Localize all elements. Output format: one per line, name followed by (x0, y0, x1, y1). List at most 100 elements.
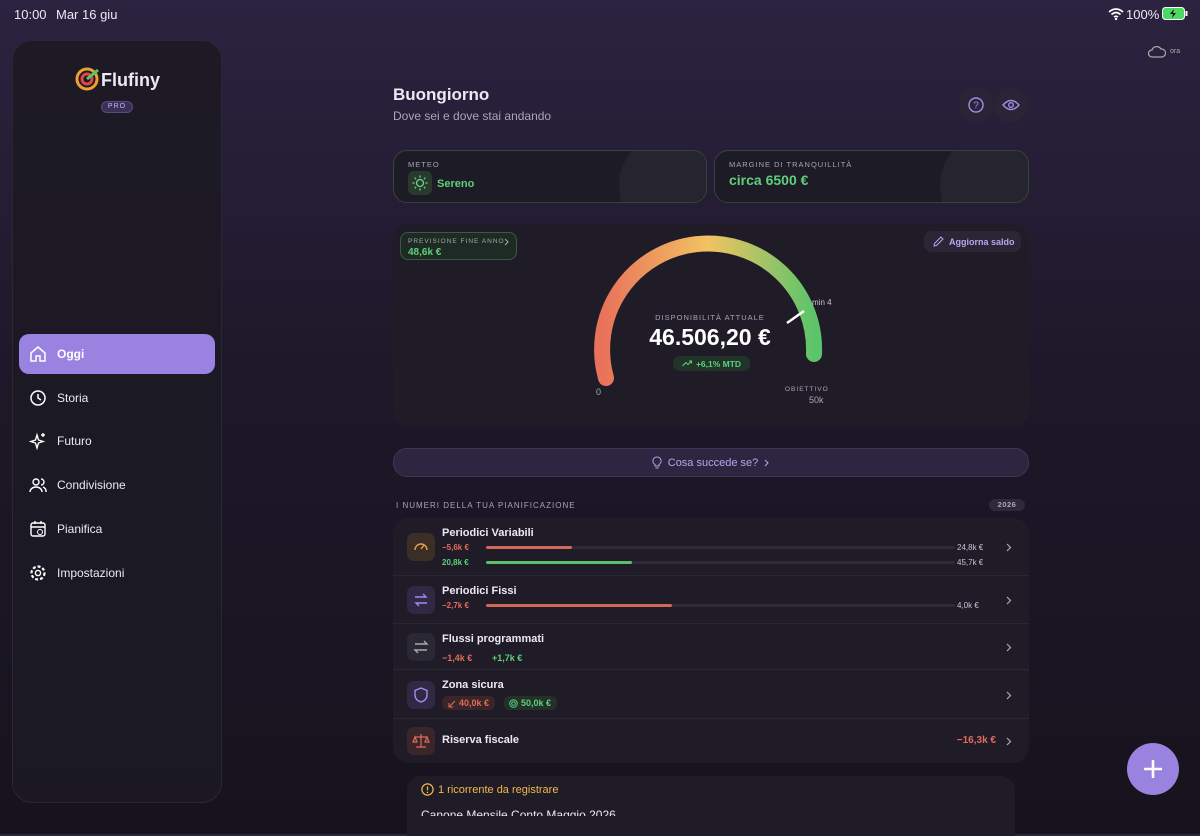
nav-item[interactable]: Oggi (19, 334, 215, 374)
min-marker (786, 309, 805, 325)
min-marker-label: min 4 (812, 298, 832, 307)
status-time: 10:00 (14, 7, 47, 22)
chip-value: 40,0k € (459, 698, 490, 708)
bar-amount: −5,6k € (442, 543, 469, 552)
plan-list: Periodici Variabili −5,6k € 24,8k € 20,8k €… (393, 518, 1029, 763)
chevron (1006, 691, 1012, 699)
chevron (1006, 737, 1012, 746)
status-date: Mar 16 giu (56, 7, 118, 22)
chevron (1006, 596, 1012, 605)
card-value: Sereno (437, 178, 475, 190)
bar-fill (486, 546, 572, 549)
reminder-item: Canone Mensile Conto Maggio 2026 (421, 808, 616, 816)
gauge-label: DISPONIBILITÀ ATTUALE (655, 313, 765, 322)
nav-label: Storia (57, 390, 89, 405)
what-if-button[interactable]: Cosa succede se? (393, 448, 1029, 477)
row-title: Zona sicura (442, 679, 504, 691)
scale-max: 50k (809, 395, 824, 405)
bar-amount: 20,8k € (442, 558, 469, 567)
forecast-label: PREVISIONE FINE ANNO (408, 238, 505, 245)
gauge-arc (594, 235, 823, 386)
row-icon (407, 727, 435, 755)
section-title: I NUMERI DELLA TUA PIANIFICAZIONE (396, 501, 576, 510)
forecast-chip[interactable]: PREVISIONE FINE ANNO 48,6k € (400, 232, 517, 260)
gauge (594, 235, 823, 386)
bar-total: 24,8k € (957, 543, 984, 552)
brand-name: Flufiny (101, 70, 160, 90)
forecast-value: 48,6k € (408, 247, 442, 258)
safe-zone-chip: 40,0k € (442, 696, 496, 710)
row-icon (407, 680, 435, 709)
safe-zone-chip: 50,0k € (504, 696, 558, 710)
sidebar (12, 40, 222, 803)
nav-label: Impostazioni (57, 565, 125, 580)
bar-total: 45,7k € (957, 558, 984, 567)
nav-item[interactable]: Condivisione (19, 465, 215, 505)
plan-row[interactable]: Riserva fiscale −16,3k € (393, 719, 1029, 763)
change-value: +6,1% MTD (695, 358, 742, 369)
button-label: Aggiorna saldo (949, 236, 1015, 247)
row-title: Flussi programmati (442, 633, 545, 645)
bar-track (486, 546, 955, 549)
bar-fill (486, 604, 672, 607)
flow-amount: +1,7k € (492, 653, 523, 663)
bar-track (486, 561, 955, 564)
row-value: −16,3k € (956, 735, 996, 746)
year-badge: 2026 (989, 499, 1025, 511)
row-title: Periodici Fissi (442, 585, 517, 597)
card-value: circa 6500 € (729, 172, 809, 188)
logo-icon (75, 67, 99, 91)
svg-text:?: ? (973, 101, 979, 112)
plan-row[interactable]: Periodici Variabili −5,6k € 24,8k € 20,8k €… (393, 518, 1029, 576)
plan-row[interactable]: Periodici Fissi −2,7k € 4,0k € (393, 576, 1029, 624)
row-icon (407, 586, 435, 614)
plan-row[interactable]: Zona sicura 40,0k € 50,0k € (393, 670, 1029, 719)
help-button[interactable]: ? (959, 88, 993, 122)
reminder-card: 1 ricorrente da registrare Canone Mensil… (407, 776, 1015, 836)
flow-amount: −1,4k € (442, 653, 473, 663)
bar-total: 4,0k € (957, 601, 979, 610)
gauge-value: 46.506,20 € (649, 324, 771, 350)
battery-level: 100% (1126, 7, 1160, 22)
margin-card[interactable]: MARGINE DI TRANQUILLITÀ circa 6500 € (714, 150, 1029, 203)
scale-min: 0 (596, 387, 602, 397)
cloud-icon (1148, 46, 1166, 58)
card-label: METEO (408, 160, 440, 169)
target-label: OBIETTIVO (785, 386, 829, 393)
change-chip: +6,1% MTD (673, 356, 750, 371)
greeting-subtitle: Dove sei e dove stai andando (393, 109, 552, 123)
bar-track (486, 604, 955, 607)
chip-value: 50,0k € (521, 698, 552, 708)
nav-label: Futuro (57, 434, 92, 449)
row-title: Periodici Variabili (442, 527, 534, 539)
gauge-panel: PREVISIONE FINE ANNO 48,6k € Aggiorna sa… (393, 224, 1029, 427)
visibility-button[interactable] (994, 88, 1028, 122)
plan-row[interactable]: Flussi programmati −1,4k € +1,7k € (393, 624, 1029, 670)
nav-label: Oggi (57, 347, 85, 361)
nav-label: Pianifica (57, 521, 103, 536)
button-label: Cosa succede se? (667, 456, 759, 469)
greeting-title: Buongiorno (393, 85, 490, 104)
card-label: MARGINE DI TRANQUILLITÀ (729, 160, 853, 169)
row-icon (407, 533, 435, 561)
chevron (1006, 643, 1012, 652)
nav-label: Condivisione (57, 478, 126, 493)
sync-status: ora (1170, 48, 1181, 55)
plan-badge: PRO (101, 101, 133, 113)
nav-item[interactable]: Impostazioni (19, 553, 215, 593)
nav-item[interactable]: Futuro (19, 421, 215, 461)
battery-icon (1162, 7, 1188, 20)
chevron (1006, 543, 1012, 552)
nav-item[interactable]: Storia (19, 378, 215, 418)
nav-item[interactable]: Pianifica (19, 509, 215, 549)
reminder-title: 1 ricorrente da registrare (438, 784, 559, 796)
sun-icon (408, 171, 432, 195)
row-icon (407, 633, 435, 661)
bar-amount: −2,7k € (442, 601, 469, 610)
bar-fill (486, 561, 632, 564)
add-button[interactable] (1127, 743, 1179, 795)
update-balance-button[interactable]: Aggiorna saldo (924, 231, 1021, 252)
wifi-icon (1108, 8, 1124, 20)
weather-card[interactable]: METEO Sereno (393, 150, 707, 203)
